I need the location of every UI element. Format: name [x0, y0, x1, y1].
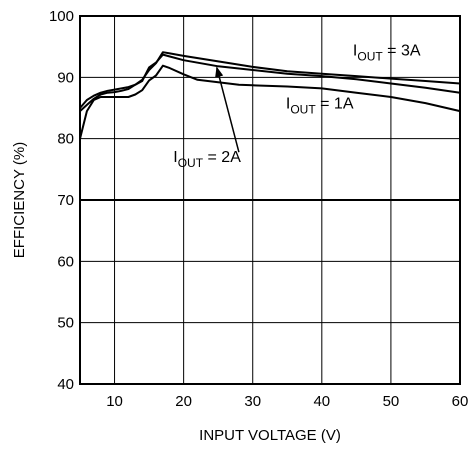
x-axis-title: INPUT VOLTAGE (V) [199, 427, 341, 444]
y-tick-label: 90 [57, 69, 74, 86]
series-label: IOUT = 3A [353, 42, 421, 63]
y-tick-label: 70 [57, 192, 74, 209]
y-axis-title: EFFICIENCY (%) [11, 142, 28, 258]
series-line-iout-2a [79, 53, 461, 109]
series-lines [79, 51, 461, 139]
y-tick-label: 80 [57, 131, 74, 148]
series-line-iout-1a [79, 64, 461, 139]
series-annotations: IOUT = 3A IOUT = 1A IOUT = 2A [173, 42, 421, 170]
x-tick-label: 10 [106, 393, 123, 410]
series-label: IOUT = 2A [173, 149, 241, 170]
x-tick-label: 40 [313, 393, 330, 410]
x-tick-labels: 10 20 30 40 50 60 [106, 393, 468, 410]
x-tick-label: 50 [383, 393, 400, 410]
y-tick-label: 60 [57, 253, 74, 270]
grid-lines [80, 16, 460, 384]
y-tick-label: 40 [57, 376, 74, 393]
annotation-arrow [215, 66, 240, 153]
x-tick-label: 30 [244, 393, 261, 410]
x-tick-label: 60 [452, 393, 469, 410]
y-tick-label: 50 [57, 315, 74, 332]
y-tick-label: 100 [49, 8, 74, 25]
x-tick-label: 20 [175, 393, 192, 410]
series-label: IOUT = 1A [286, 96, 354, 117]
plot-frame [79, 15, 461, 385]
series-line-iout-3a [79, 51, 461, 112]
y-tick-labels: 40 50 60 70 80 90 100 [49, 8, 74, 393]
